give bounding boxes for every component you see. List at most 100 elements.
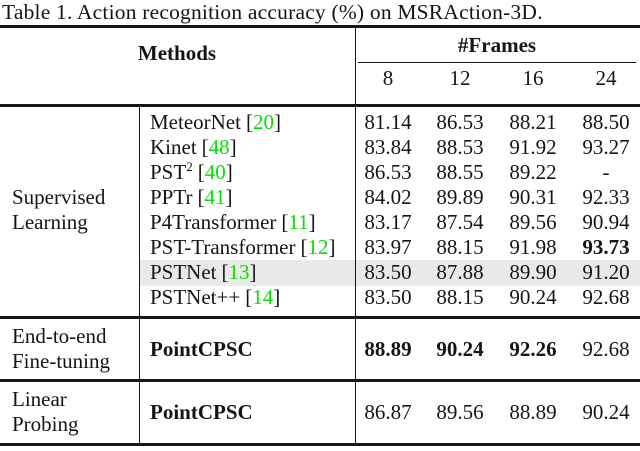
frame-count-16: 16 bbox=[522, 66, 544, 90]
value-cell: 88.89 bbox=[509, 399, 557, 424]
table-row-pointcpsc-linear: PointCPSC 86.87 89.56 88.89 90.24 bbox=[0, 400, 640, 425]
value-cell: 90.31 bbox=[509, 185, 557, 209]
method-name: PPTr [41] bbox=[150, 185, 233, 209]
citation: [40] bbox=[197, 160, 233, 184]
value-cell: 89.22 bbox=[509, 160, 557, 184]
method-superscript: 2 bbox=[186, 159, 193, 174]
methods-header: Methods bbox=[137, 41, 217, 65]
citation-number: 40 bbox=[204, 160, 226, 184]
value-cell-best: 90.24 bbox=[436, 337, 484, 361]
value-cell: 88.53 bbox=[436, 135, 484, 159]
method-name: P4Transformer [11] bbox=[150, 210, 316, 234]
citation: [41] bbox=[197, 185, 233, 209]
method-name: PST-Transformer [12] bbox=[150, 235, 336, 259]
citation-number: 12 bbox=[307, 235, 329, 259]
value-cell-best: 92.26 bbox=[509, 337, 557, 361]
value-cell: 81.14 bbox=[364, 110, 412, 134]
group-label-finetuning: End-to-end Fine-tuning bbox=[12, 324, 110, 375]
group-label-linear-probing: Linear Probing bbox=[12, 387, 79, 438]
method-name: PointCPSC bbox=[150, 337, 253, 361]
citation-number: 20 bbox=[252, 110, 274, 134]
group-label-line1: Linear bbox=[12, 387, 67, 411]
section-rule-1 bbox=[0, 316, 640, 319]
value-cell: 91.20 bbox=[582, 260, 630, 284]
value-cell: - bbox=[602, 160, 610, 184]
citation: [20] bbox=[245, 110, 281, 134]
value-cell: 83.50 bbox=[364, 285, 412, 309]
value-cell: 92.68 bbox=[582, 285, 630, 309]
table-row: PPTr [41] 84.02 89.89 90.31 92.33 bbox=[0, 185, 640, 210]
value-cell: 83.97 bbox=[364, 235, 412, 259]
table-row-highlighted: PSTNet [13] 83.50 87.88 89.90 91.20 bbox=[0, 260, 640, 285]
value-cell: 91.92 bbox=[509, 135, 557, 159]
value-cell: 92.33 bbox=[582, 185, 630, 209]
method-name: Kinet [48] bbox=[150, 135, 237, 159]
citation: [12] bbox=[300, 235, 336, 259]
table-row: MeteorNet [20] 81.14 86.53 88.21 88.50 bbox=[0, 110, 640, 135]
frames-underline-rule bbox=[358, 61, 636, 64]
value-cell: 83.17 bbox=[364, 210, 412, 234]
value-cell: 88.55 bbox=[436, 160, 484, 184]
value-cell: 88.50 bbox=[582, 110, 630, 134]
citation: [11] bbox=[281, 210, 316, 234]
value-cell: 90.24 bbox=[509, 285, 557, 309]
citation: [48] bbox=[201, 135, 237, 159]
group-label-line2: Learning bbox=[12, 210, 88, 235]
value-cell-best: 88.89 bbox=[364, 337, 412, 361]
citation-number: 41 bbox=[204, 185, 226, 209]
value-cell: 88.15 bbox=[436, 235, 484, 259]
vertical-divider-values bbox=[354, 27, 357, 443]
value-cell: 90.94 bbox=[582, 210, 630, 234]
value-cell-best: 93.73 bbox=[582, 235, 630, 259]
group-label-line1: Supervised bbox=[12, 185, 106, 209]
value-cell: 83.84 bbox=[364, 135, 412, 159]
bottom-rule bbox=[0, 443, 640, 447]
frame-count-8: 8 bbox=[382, 66, 394, 90]
value-cell: 89.56 bbox=[509, 210, 557, 234]
table-row: P4Transformer [11] 83.17 87.54 89.56 90.9… bbox=[0, 210, 640, 235]
value-cell: 83.50 bbox=[364, 260, 412, 284]
citation-number: 14 bbox=[252, 285, 274, 309]
value-cell: 91.98 bbox=[509, 235, 557, 259]
frame-counts-row: 8 12 16 24 bbox=[0, 66, 640, 91]
value-cell: 89.89 bbox=[436, 185, 484, 209]
table-row: Kinet [48] 83.84 88.53 91.92 93.27 bbox=[0, 135, 640, 160]
frame-count-12: 12 bbox=[449, 66, 471, 90]
value-cell: 87.88 bbox=[436, 260, 484, 284]
value-cell: 92.68 bbox=[582, 337, 630, 361]
table-row: PST-Transformer [12] 83.97 88.15 91.98 93… bbox=[0, 235, 640, 260]
table-caption: Table 1. Action recognition accuracy (%)… bbox=[2, 0, 543, 24]
method-name: PointCPSC bbox=[150, 399, 253, 424]
citation-number: 13 bbox=[228, 260, 250, 284]
value-cell: 93.27 bbox=[582, 135, 630, 159]
value-cell: 86.87 bbox=[364, 399, 412, 424]
value-cell: 89.90 bbox=[509, 260, 557, 284]
value-cell: 89.56 bbox=[436, 399, 484, 424]
method-name: PSTNet [13] bbox=[150, 260, 257, 284]
citation-number: 11 bbox=[288, 210, 309, 234]
table-row: PSTNet++ [14] 83.50 88.15 90.24 92.68 bbox=[0, 285, 640, 310]
value-cell: 88.21 bbox=[509, 110, 557, 134]
citation-number: 48 bbox=[208, 135, 230, 159]
frames-header: #Frames bbox=[457, 33, 537, 57]
table-row: PST2 [40] 86.53 88.55 89.22 - bbox=[0, 160, 640, 185]
method-name: PSTNet++ [14] bbox=[150, 285, 281, 309]
highlighted-row-band bbox=[140, 260, 640, 286]
value-cell: 87.54 bbox=[436, 210, 484, 234]
value-cell: 86.53 bbox=[436, 110, 484, 134]
group-label-supervised: Supervised Learning bbox=[12, 185, 105, 236]
section-rule-2 bbox=[0, 379, 640, 382]
citation: [14] bbox=[245, 285, 281, 309]
group-label-line2: Probing bbox=[12, 412, 79, 437]
method-name: MeteorNet [20] bbox=[150, 110, 281, 134]
value-cell: 84.02 bbox=[364, 185, 412, 209]
group-label-line1: End-to-end bbox=[12, 324, 107, 348]
table-row-pointcpsc-finetuning: PointCPSC 88.89 90.24 92.26 92.68 bbox=[0, 337, 640, 362]
citation: [13] bbox=[221, 260, 257, 284]
value-cell: 88.15 bbox=[436, 285, 484, 309]
frame-count-24: 24 bbox=[595, 66, 617, 90]
header-bottom-rule bbox=[0, 103, 640, 107]
vertical-divider-group bbox=[138, 106, 141, 443]
top-rule bbox=[0, 24, 640, 28]
